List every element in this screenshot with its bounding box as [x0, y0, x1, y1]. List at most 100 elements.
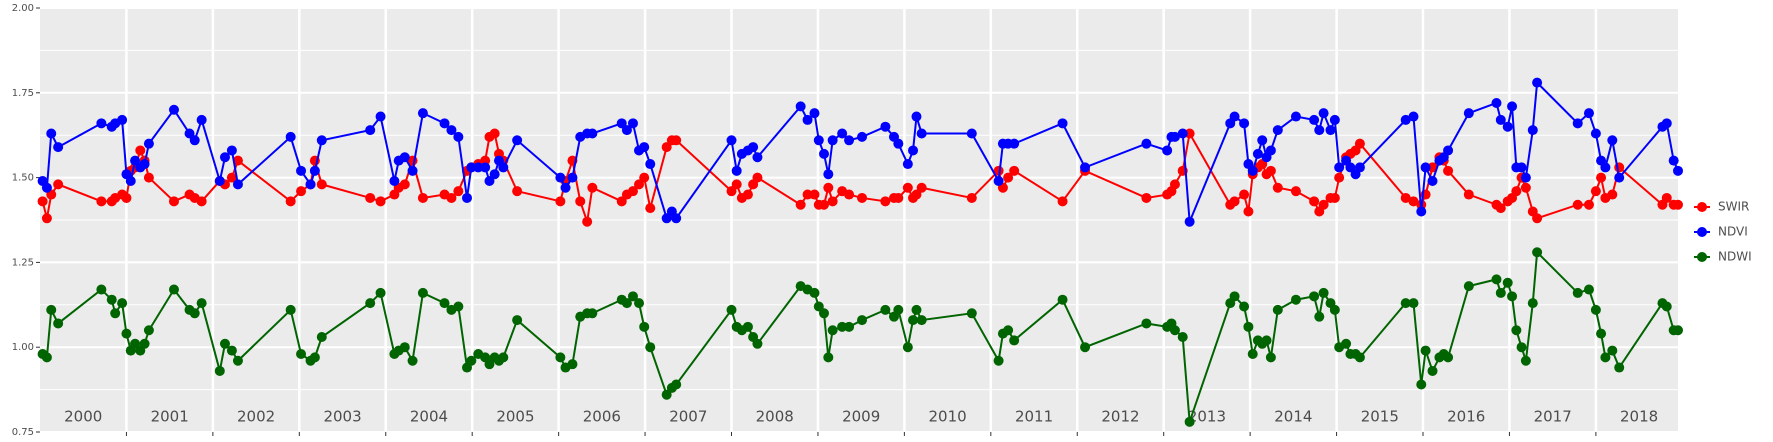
- point: [1318, 199, 1329, 210]
- point: [809, 287, 820, 298]
- point: [1309, 114, 1320, 125]
- point: [512, 315, 523, 326]
- point: [1600, 162, 1611, 173]
- point: [316, 332, 327, 343]
- point: [844, 189, 855, 200]
- x-tick-label: 2012: [1101, 408, 1139, 426]
- point: [1329, 192, 1340, 203]
- x-tick-label: 2008: [756, 408, 794, 426]
- x-tick-label: 2000: [64, 408, 102, 426]
- point: [837, 321, 848, 332]
- point: [498, 352, 509, 363]
- point: [365, 192, 376, 203]
- point: [219, 338, 230, 349]
- point: [1502, 277, 1513, 288]
- point: [1247, 165, 1258, 176]
- point: [621, 125, 632, 136]
- point: [993, 175, 1004, 186]
- point: [1272, 125, 1283, 136]
- point: [1507, 291, 1518, 302]
- point: [726, 135, 737, 146]
- point: [407, 165, 418, 176]
- point: [1408, 111, 1419, 122]
- point: [466, 162, 477, 173]
- point: [168, 284, 179, 295]
- point: [616, 196, 627, 207]
- point: [916, 182, 927, 193]
- point: [818, 199, 829, 210]
- point: [296, 348, 307, 359]
- point: [966, 128, 977, 139]
- x-tick-label: 2002: [237, 408, 275, 426]
- point: [305, 179, 316, 190]
- point: [1400, 298, 1411, 309]
- point: [1318, 287, 1329, 298]
- point: [844, 321, 855, 332]
- point: [184, 128, 195, 139]
- point: [1507, 101, 1518, 112]
- point: [453, 301, 464, 312]
- point: [53, 142, 64, 153]
- point: [1596, 172, 1607, 183]
- point: [1329, 304, 1340, 315]
- x-tick-label: 2009: [842, 408, 880, 426]
- point: [285, 131, 296, 142]
- point: [1527, 125, 1538, 136]
- point: [911, 111, 922, 122]
- point: [453, 131, 464, 142]
- point: [375, 111, 386, 122]
- point: [1080, 162, 1091, 173]
- point: [296, 165, 307, 176]
- y-tick-label: 1.25: [12, 257, 34, 268]
- point: [1003, 325, 1014, 336]
- point: [1341, 338, 1352, 349]
- point: [1243, 321, 1254, 332]
- point: [226, 145, 237, 156]
- point: [232, 355, 243, 366]
- point: [1590, 128, 1601, 139]
- point: [1169, 131, 1180, 142]
- point: [916, 128, 927, 139]
- point: [671, 135, 682, 146]
- point: [1532, 247, 1543, 258]
- point: [106, 294, 117, 305]
- point: [285, 304, 296, 315]
- point: [902, 159, 913, 170]
- point: [1520, 355, 1531, 366]
- point: [53, 179, 64, 190]
- point: [512, 135, 523, 146]
- point: [1416, 206, 1427, 217]
- point: [1673, 165, 1683, 176]
- point: [1243, 206, 1254, 217]
- point: [1527, 298, 1538, 309]
- point: [1314, 125, 1325, 136]
- point: [389, 175, 400, 186]
- point: [1354, 162, 1365, 173]
- point: [857, 315, 868, 326]
- point: [196, 114, 207, 125]
- point: [1257, 135, 1268, 146]
- point: [1290, 294, 1301, 305]
- x-tick-label: 2013: [1188, 408, 1226, 426]
- point: [616, 118, 627, 129]
- point: [916, 315, 927, 326]
- point: [498, 162, 509, 173]
- point: [627, 186, 638, 197]
- point: [893, 304, 904, 315]
- point: [567, 172, 578, 183]
- point: [1354, 138, 1365, 149]
- x-tick-label: 2003: [323, 408, 361, 426]
- point: [417, 192, 428, 203]
- legend-label: NDVI: [1718, 225, 1748, 239]
- point: [639, 321, 650, 332]
- point: [1673, 199, 1683, 210]
- point: [130, 155, 141, 166]
- point: [1495, 287, 1506, 298]
- point: [189, 308, 200, 319]
- point: [1239, 301, 1250, 312]
- point: [893, 192, 904, 203]
- point: [1572, 287, 1583, 298]
- point: [214, 365, 225, 376]
- point: [1532, 77, 1543, 88]
